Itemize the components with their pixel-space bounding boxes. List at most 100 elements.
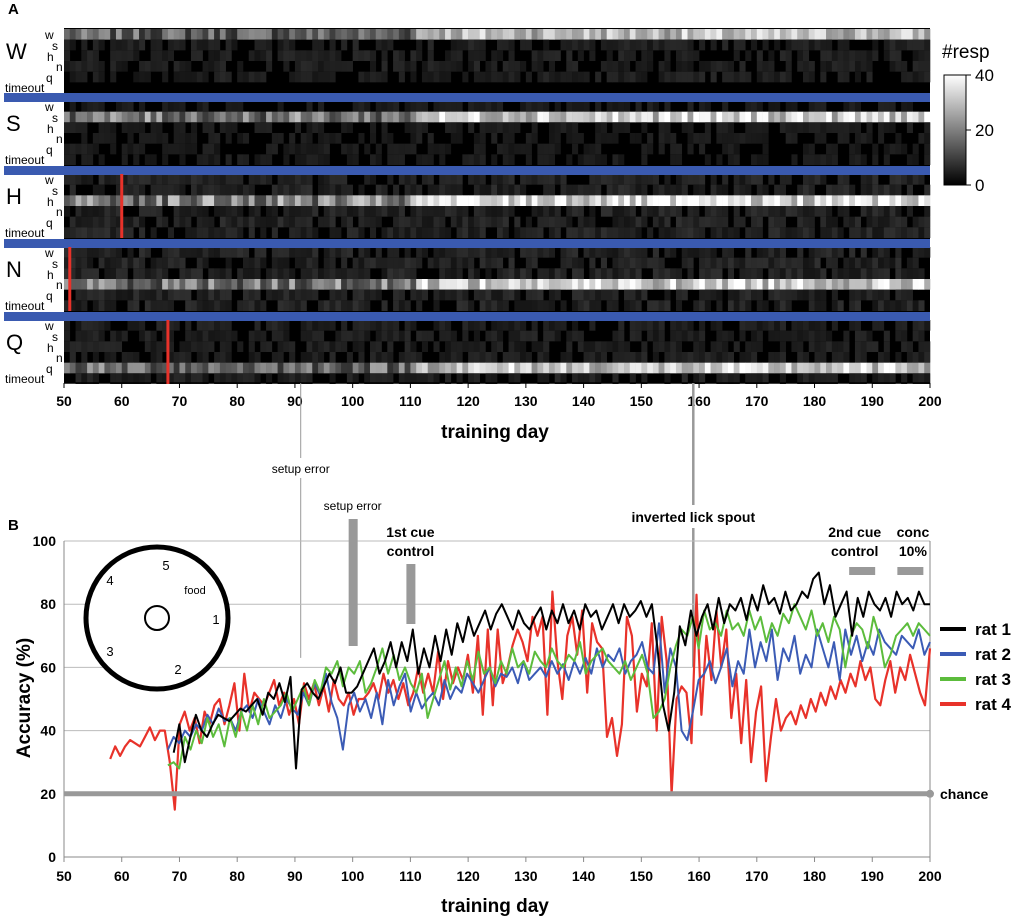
heatmap-cell [92,39,99,51]
heatmap-cell [554,362,561,374]
heatmap-cell [445,143,452,155]
heatmap-cell [548,133,556,144]
heatmap-cell [115,279,123,290]
heatmap-cell [260,111,267,123]
heatmap-cell [924,362,931,374]
heatmap-cell [664,195,671,206]
heatmap-cell [502,362,509,374]
heatmap-cell [624,362,631,374]
heatmap-cell [901,227,908,238]
heatmap-cell [624,257,631,269]
heatmap-cell [115,50,123,61]
heatmap-cell [473,101,480,112]
heatmap-cell [843,133,850,144]
heatmap-cell [271,268,278,279]
heatmap-cell [889,101,896,112]
heatmap-cell [214,184,221,196]
heatmap-cell [716,206,723,217]
heatmap-cell [185,143,192,155]
heatmap-cell [479,174,486,185]
heatmap-cell [508,289,515,301]
heatmap-cell [514,71,521,83]
heatmap-cell [612,184,619,196]
heatmap-cell [260,257,267,269]
heatmap-cell [242,133,250,144]
heatmap-cell [167,247,174,258]
heatmap-cell [906,362,913,374]
heatmap-x-axis-title: training day [441,422,549,443]
heatmap-cell [808,111,815,123]
heatmap-cell [346,362,353,374]
heatmap-cell [502,216,509,228]
heatmap-cell [162,216,169,228]
heatmap-cell [266,174,273,185]
heatmap-cell [525,195,532,206]
heatmap-cell [179,289,186,301]
heatmap-cell [231,111,238,123]
heatmap-cell [104,122,111,133]
heatmap-cell [560,268,567,279]
heatmap-cell [491,154,498,165]
heatmap-cell [352,195,359,206]
heatmap-cell [196,206,203,217]
heatmap-cell [652,195,659,206]
heatmap-cell [589,341,596,352]
heatmap-cell [369,133,377,144]
heatmap-cell [537,268,544,279]
heatmap-cell [860,206,867,217]
heatmap-cell [225,289,232,301]
heatmap-cell [208,362,215,374]
heatmap-cell [219,341,226,352]
heatmap-cell [127,279,134,290]
heatmap-cell [514,184,521,196]
heatmap-cell [98,257,105,269]
heatmap-cell [346,143,353,155]
heatmap-cell [398,227,405,238]
heatmap-cell [468,50,475,61]
heatmap-cell [121,330,128,342]
heatmap-cell [502,174,509,185]
heatmap-cell [98,227,105,238]
heatmap-cell [502,320,509,331]
heatmap-cell [906,257,913,269]
heatmap-cell [710,71,717,83]
heatmap-cell [860,341,867,352]
heatmap-cell [115,362,123,374]
heatmap-cell [785,227,792,238]
heatmap-cell [768,257,775,269]
heatmap-cell [635,216,642,228]
heatmap-cell [410,362,417,374]
heatmap-cell [473,133,480,144]
heatmap-cell [445,61,452,72]
series-line-rat-3 [167,603,931,770]
heatmap-cell [658,206,665,217]
heatmap-cell [820,279,827,290]
heatmap-cell [410,257,417,269]
heatmap-cell [577,362,584,374]
heatmap-cell [872,268,879,279]
heatmap-cell [69,247,76,258]
annotation-2nd-cue: 2nd cue [828,524,881,540]
heatmap-cell [652,174,659,185]
heatmap-cell [352,373,359,384]
heatmap-cell [889,111,896,123]
heatmap-cell [260,362,267,374]
heatmap-cell [814,330,821,342]
heatmap-cell [179,195,186,206]
heatmap-cell [144,268,151,279]
heatmap-cell [600,174,607,185]
heatmap-cell [121,184,128,196]
heatmap-cell [722,174,729,185]
heatmap-cell [537,373,544,384]
heatmap-cell [156,184,163,196]
heatmap-cell [641,50,648,61]
heatmap-cell [375,362,382,374]
heatmap-cell [739,174,746,185]
heatmap-cell [387,174,394,185]
heatmap-cell [202,362,209,374]
heatmap-cell [624,122,631,133]
heatmap-cell [762,111,769,123]
heatmap-cell [716,279,723,290]
heatmap-cell [618,268,625,279]
heatmap-cell [404,257,411,269]
